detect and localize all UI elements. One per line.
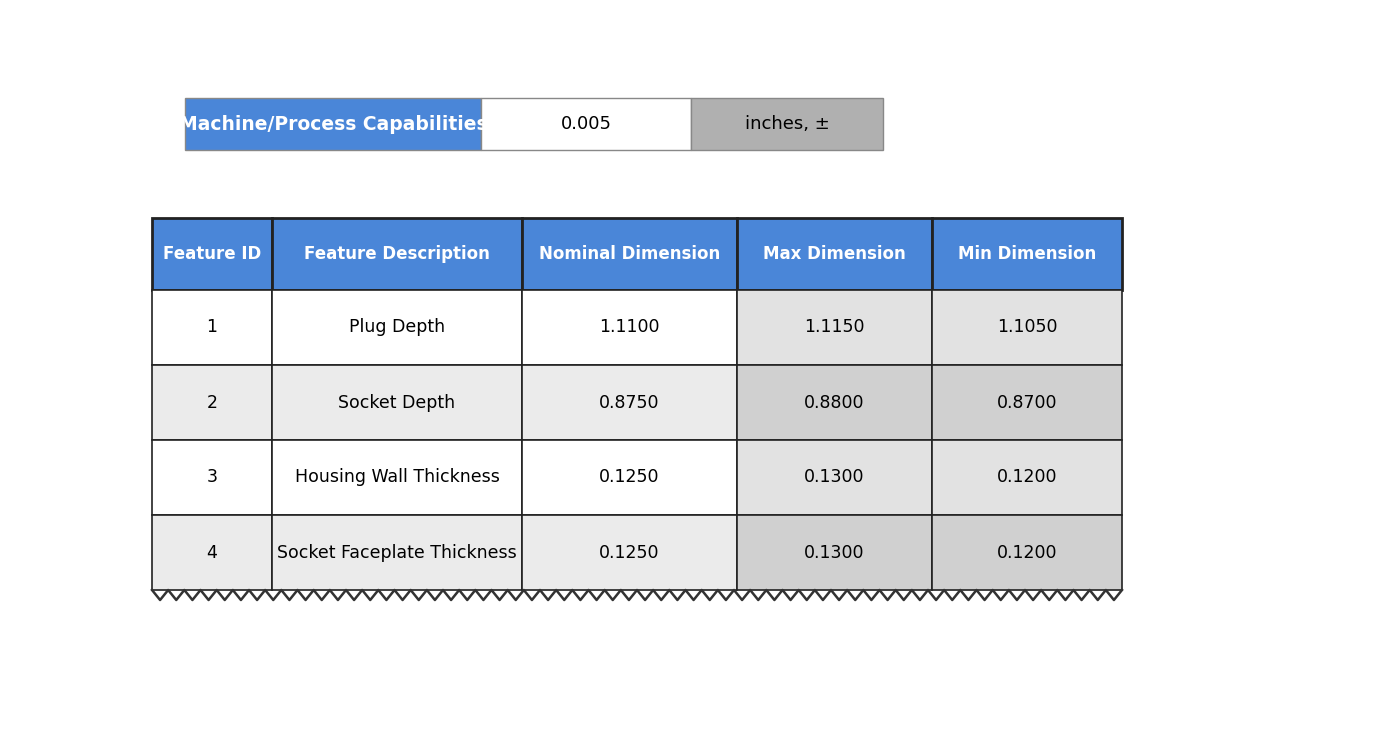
Text: 0.1300: 0.1300 (805, 544, 865, 562)
Text: Machine/Process Capabilities: Machine/Process Capabilities (179, 114, 488, 134)
Text: 1: 1 (207, 318, 218, 336)
Text: Socket Faceplate Thickness: Socket Faceplate Thickness (277, 544, 517, 562)
Text: 0.1250: 0.1250 (599, 469, 660, 487)
Bar (932, 365, 1122, 440)
Bar (522, 515, 737, 590)
Bar (522, 365, 737, 440)
Bar (271, 218, 522, 290)
Bar (152, 365, 271, 440)
Bar (932, 290, 1122, 365)
Bar (271, 440, 522, 515)
Text: 1.1050: 1.1050 (996, 318, 1057, 336)
Text: 4: 4 (207, 544, 218, 562)
Text: Min Dimension: Min Dimension (958, 245, 1096, 263)
Text: 1.1150: 1.1150 (805, 318, 865, 336)
Bar (522, 440, 737, 515)
Text: 0.8700: 0.8700 (996, 394, 1057, 411)
Text: inches, ±: inches, ± (744, 115, 830, 133)
Bar (271, 290, 522, 365)
Text: 0.1250: 0.1250 (599, 544, 660, 562)
Bar (737, 515, 932, 590)
Bar (271, 365, 522, 440)
Bar (152, 515, 271, 590)
Text: 0.8800: 0.8800 (805, 394, 865, 411)
Text: Max Dimension: Max Dimension (763, 245, 905, 263)
Bar (185, 98, 481, 150)
Text: 1.1100: 1.1100 (599, 318, 660, 336)
Bar (152, 218, 271, 290)
Text: Nominal Dimension: Nominal Dimension (539, 245, 721, 263)
Text: 0.005: 0.005 (561, 115, 612, 133)
Bar (152, 290, 271, 365)
Bar (932, 218, 1122, 290)
Bar (932, 515, 1122, 590)
Text: 0.1200: 0.1200 (996, 469, 1057, 487)
Text: Feature ID: Feature ID (163, 245, 260, 263)
Text: 2: 2 (207, 394, 218, 411)
Bar (522, 290, 737, 365)
Bar (522, 218, 737, 290)
Text: 0.1200: 0.1200 (996, 544, 1057, 562)
Text: Housing Wall Thickness: Housing Wall Thickness (295, 469, 499, 487)
Bar (271, 515, 522, 590)
Bar (737, 218, 932, 290)
Bar (737, 290, 932, 365)
Bar (737, 440, 932, 515)
Text: 0.1300: 0.1300 (805, 469, 865, 487)
Text: Socket Depth: Socket Depth (339, 394, 456, 411)
Text: Plug Depth: Plug Depth (349, 318, 445, 336)
Text: 3: 3 (207, 469, 218, 487)
Bar (932, 440, 1122, 515)
Text: 0.8750: 0.8750 (599, 394, 660, 411)
Bar (481, 98, 690, 150)
Bar (737, 365, 932, 440)
Bar (152, 440, 271, 515)
Bar (690, 98, 883, 150)
Text: Feature Description: Feature Description (305, 245, 491, 263)
